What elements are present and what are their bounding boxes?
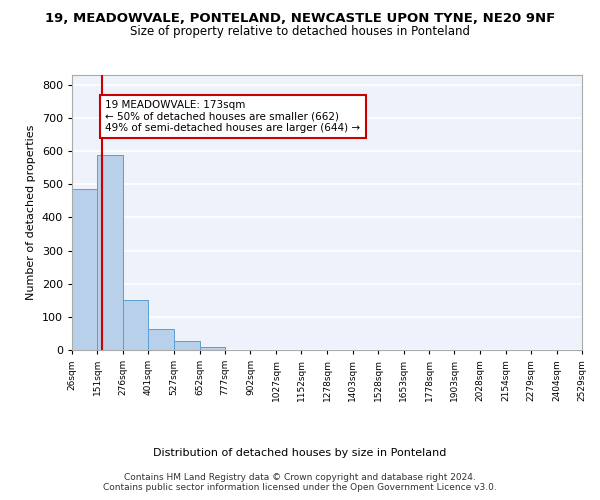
Bar <box>97 154 123 350</box>
Bar <box>174 340 200 350</box>
Bar <box>72 190 97 350</box>
Text: 19 MEADOWVALE: 173sqm
← 50% of detached houses are smaller (662)
49% of semi-det: 19 MEADOWVALE: 173sqm ← 50% of detached … <box>106 100 361 133</box>
Y-axis label: Number of detached properties: Number of detached properties <box>26 125 36 300</box>
Bar <box>123 300 148 350</box>
Bar <box>148 329 174 350</box>
Bar <box>200 346 225 350</box>
Text: Contains HM Land Registry data © Crown copyright and database right 2024.
Contai: Contains HM Land Registry data © Crown c… <box>103 472 497 492</box>
Text: 19, MEADOWVALE, PONTELAND, NEWCASTLE UPON TYNE, NE20 9NF: 19, MEADOWVALE, PONTELAND, NEWCASTLE UPO… <box>45 12 555 26</box>
Text: Distribution of detached houses by size in Ponteland: Distribution of detached houses by size … <box>154 448 446 458</box>
Text: Size of property relative to detached houses in Ponteland: Size of property relative to detached ho… <box>130 25 470 38</box>
